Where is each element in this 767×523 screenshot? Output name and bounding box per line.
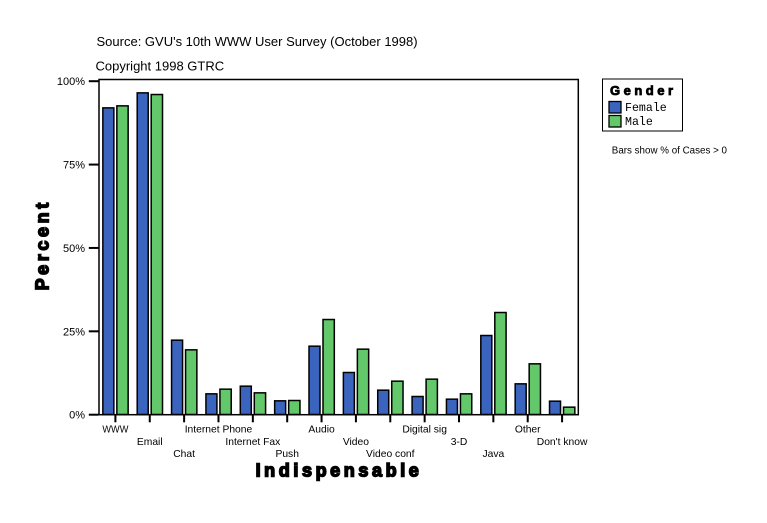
svg-text:Chat: Chat [173, 449, 195, 460]
svg-text:Push: Push [275, 449, 299, 460]
svg-text:Indispensable: Indispensable [256, 461, 423, 481]
svg-text:Copyright 1998 GTRC: Copyright 1998 GTRC [96, 59, 225, 74]
svg-text:Percent: Percent [33, 199, 53, 290]
svg-text:100%: 100% [57, 76, 85, 88]
svg-text:Don't know: Don't know [537, 437, 588, 448]
svg-text:Video: Video [343, 437, 369, 448]
svg-text:Java: Java [482, 449, 504, 460]
svg-text:Other: Other [515, 424, 541, 435]
svg-text:Male: Male [625, 116, 653, 129]
svg-text:Bars show % of Cases > 0: Bars show % of Cases > 0 [612, 146, 728, 157]
svg-text:25%: 25% [63, 326, 85, 338]
svg-text:Gender: Gender [610, 83, 677, 98]
svg-text:Internet Fax: Internet Fax [225, 437, 281, 448]
svg-text:Female: Female [625, 102, 667, 115]
svg-text:75%: 75% [63, 160, 85, 172]
svg-text:Source: GVU's 10th WWW User Su: Source: GVU's 10th WWW User Survey (Octo… [97, 34, 418, 49]
svg-text:50%: 50% [63, 243, 85, 255]
svg-text:0%: 0% [69, 410, 85, 422]
svg-text:Audio: Audio [308, 424, 335, 435]
svg-text:3-D: 3-D [451, 437, 468, 448]
svg-text:Internet Phone: Internet Phone [185, 424, 253, 435]
svg-text:Digital sig: Digital sig [402, 424, 447, 435]
svg-text:Email: Email [137, 437, 163, 448]
svg-text:WWW: WWW [102, 424, 128, 435]
svg-text:Video conf: Video conf [366, 449, 415, 460]
